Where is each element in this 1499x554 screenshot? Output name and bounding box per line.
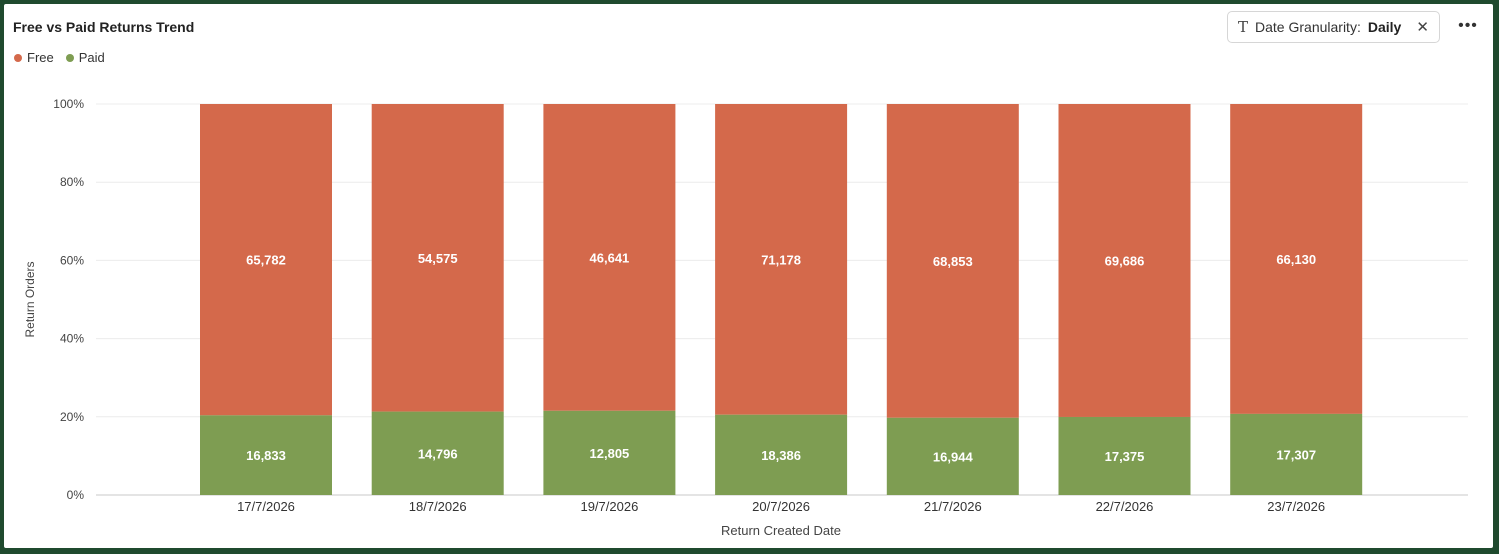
legend-swatch-free bbox=[14, 53, 22, 62]
legend-item-free[interactable]: Free bbox=[14, 50, 54, 65]
data-label-paid: 17,375 bbox=[1105, 449, 1145, 464]
date-granularity-filter-chip[interactable]: T Date Granularity: Daily ✕ bbox=[1227, 11, 1440, 43]
y-tick-label: 40% bbox=[60, 332, 84, 346]
x-tick-label: 21/7/2026 bbox=[924, 499, 982, 514]
x-tick-label: 19/7/2026 bbox=[580, 499, 638, 514]
bar-free bbox=[543, 104, 676, 411]
data-label-free: 66,130 bbox=[1276, 252, 1316, 267]
data-label-free: 54,575 bbox=[418, 251, 458, 266]
legend-label-free: Free bbox=[27, 50, 54, 65]
x-tick-label: 23/7/2026 bbox=[1267, 499, 1325, 514]
bar-paid bbox=[1058, 416, 1191, 495]
y-tick-label: 0% bbox=[67, 488, 85, 502]
legend-label-paid: Paid bbox=[78, 50, 105, 65]
x-tick-label: 20/7/2026 bbox=[752, 499, 810, 514]
bar-free bbox=[886, 104, 1019, 418]
close-icon[interactable]: ✕ bbox=[1416, 19, 1429, 36]
data-label-paid: 16,833 bbox=[246, 448, 286, 463]
filter-label: Date Granularity: bbox=[1255, 19, 1361, 35]
bar-free bbox=[1230, 104, 1363, 414]
bar-chart: 0% 20% 40% 60% 80% 100% Return Orders Return Cr… bbox=[23, 97, 1468, 538]
legend-item-paid[interactable]: Paid bbox=[65, 50, 105, 65]
data-label-paid: 17,307 bbox=[1276, 447, 1316, 462]
chart-title: Free vs Paid Returns Trend bbox=[13, 19, 195, 35]
legend-swatch-paid bbox=[65, 53, 74, 62]
bar-free bbox=[1058, 104, 1191, 417]
x-tick-label: 22/7/2026 bbox=[1096, 499, 1154, 514]
y-tick-label: 60% bbox=[60, 253, 84, 267]
bar-paid bbox=[543, 410, 676, 495]
x-tick-label: 18/7/2026 bbox=[409, 499, 467, 514]
filter-value: Daily bbox=[1367, 19, 1402, 35]
bar-paid bbox=[715, 414, 848, 495]
x-axis-label: Return Created Date bbox=[721, 523, 841, 538]
chart-card: Free vs Paid Returns Trend Free Paid T D… bbox=[4, 4, 1493, 548]
data-label-paid: 16,944 bbox=[933, 449, 974, 464]
legend: Free Paid bbox=[14, 50, 105, 65]
data-label-paid: 12,805 bbox=[590, 446, 630, 461]
y-axis-label: Return Orders bbox=[23, 261, 37, 337]
bar-paid bbox=[371, 411, 504, 495]
data-label-free: 71,178 bbox=[761, 252, 801, 267]
more-options-icon[interactable]: ••• bbox=[1458, 17, 1478, 34]
data-label-free: 68,853 bbox=[933, 254, 973, 269]
y-tick-label: 80% bbox=[60, 175, 84, 189]
y-tick-label: 100% bbox=[53, 97, 84, 111]
bar-free bbox=[200, 104, 332, 416]
data-label-free: 46,641 bbox=[590, 250, 630, 265]
bar-free bbox=[715, 104, 848, 415]
bar-paid bbox=[1230, 413, 1363, 495]
data-label-paid: 14,796 bbox=[418, 446, 458, 461]
data-label-free: 65,782 bbox=[246, 253, 286, 268]
bar-paid bbox=[886, 417, 1019, 495]
text-type-icon: T bbox=[1238, 18, 1249, 36]
y-tick-label: 20% bbox=[60, 410, 84, 424]
bar-paid bbox=[200, 415, 332, 495]
bar-free bbox=[371, 104, 504, 412]
x-tick-label: 17/7/2026 bbox=[237, 499, 295, 514]
data-label-paid: 18,386 bbox=[761, 448, 801, 463]
data-label-free: 69,686 bbox=[1105, 253, 1145, 268]
